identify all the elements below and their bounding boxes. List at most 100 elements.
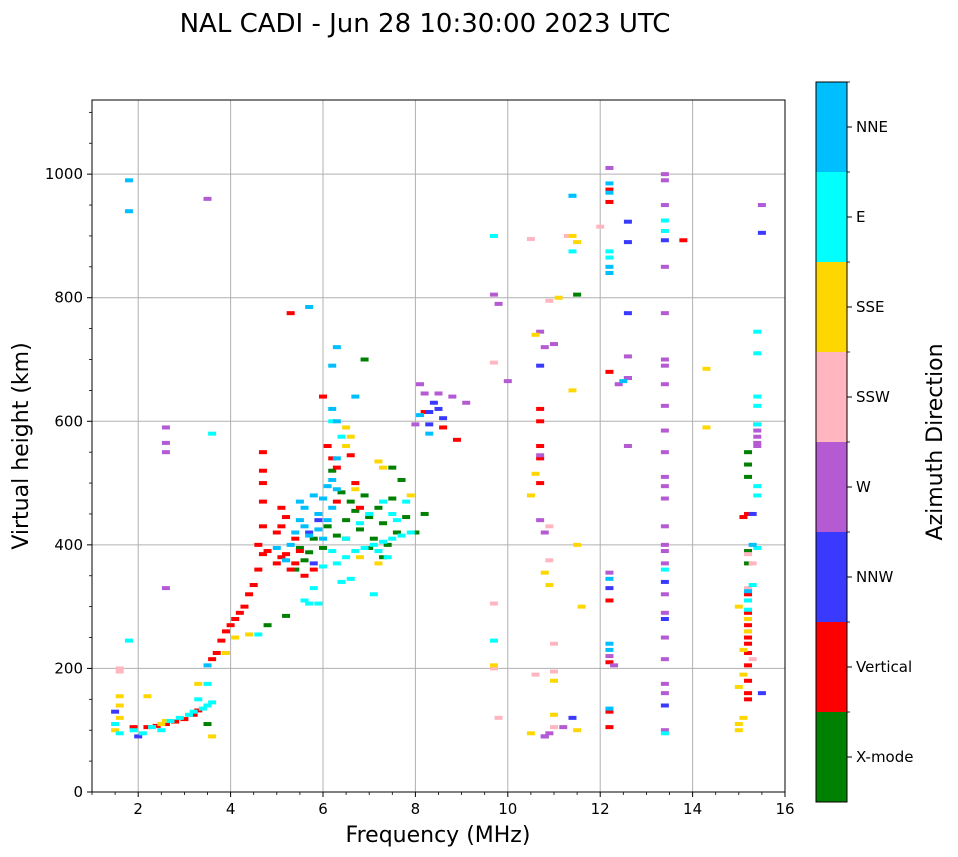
colorbar-segment — [816, 622, 847, 712]
echo-point — [462, 400, 471, 405]
grid — [92, 100, 785, 792]
echo-point — [623, 354, 632, 359]
echo-point — [744, 586, 753, 591]
echo-point — [355, 521, 364, 526]
echo-point — [346, 576, 355, 581]
echo-point — [526, 237, 535, 242]
echo-point — [439, 425, 448, 430]
echo-point — [277, 505, 286, 510]
echo-point — [369, 536, 378, 541]
echo-point — [550, 712, 558, 717]
x-axis-label: Frequency (MHz) — [346, 823, 531, 848]
echo-point — [374, 549, 383, 554]
echo-point — [744, 623, 753, 628]
echo-point — [744, 450, 753, 455]
echo-point — [753, 403, 762, 408]
echo-point — [221, 650, 230, 655]
echo-point — [660, 178, 669, 183]
echo-point — [374, 505, 383, 510]
x-tick-label: 12 — [591, 800, 610, 818]
echo-point — [623, 444, 632, 448]
echo-point — [300, 573, 309, 578]
echo-point — [744, 697, 753, 702]
echo-point — [111, 722, 120, 727]
echo-point — [365, 545, 374, 550]
echo-point — [332, 465, 341, 470]
echo-point — [198, 706, 207, 711]
echo-point — [605, 199, 614, 204]
echo-point — [369, 542, 378, 547]
echo-point — [753, 428, 762, 433]
echo-point — [332, 487, 341, 492]
echo-point — [545, 583, 554, 588]
echo-point — [221, 629, 230, 634]
echo-point — [545, 524, 554, 529]
echo-point — [346, 453, 355, 458]
echo-point — [161, 722, 170, 727]
echo-point — [166, 718, 175, 723]
echo-point — [416, 413, 425, 418]
echo-point — [328, 363, 337, 368]
echo-point — [605, 190, 614, 195]
echo-point — [536, 329, 545, 334]
echo-point — [406, 493, 415, 498]
echo-point — [208, 700, 217, 705]
colorbar-segment — [816, 262, 847, 352]
echo-point — [605, 271, 614, 275]
x-tick-label: 14 — [683, 800, 702, 818]
echo-point — [744, 462, 753, 467]
echo-point — [489, 663, 498, 668]
echo-point — [282, 613, 291, 618]
y-tick-label: 800 — [54, 289, 83, 307]
echo-point — [536, 481, 545, 486]
echo-point — [545, 731, 554, 736]
echo-point — [757, 230, 766, 235]
echo-point — [744, 691, 753, 696]
echo-point — [605, 165, 614, 170]
echo-point — [272, 545, 281, 550]
echo-point — [660, 728, 669, 733]
echo-point — [115, 669, 124, 674]
echo-point — [536, 453, 545, 458]
echo-point — [660, 524, 669, 529]
echo-point — [115, 666, 124, 671]
echo-point — [526, 493, 535, 498]
echo-point — [489, 601, 498, 606]
echo-point — [309, 567, 318, 572]
echo-point — [203, 196, 212, 201]
echo-point — [185, 712, 194, 717]
echo-point — [660, 635, 669, 640]
echo-point — [744, 663, 753, 668]
echo-point — [679, 238, 688, 243]
echo-point — [734, 728, 743, 733]
echo-point — [309, 586, 318, 591]
echo-point — [337, 490, 346, 495]
echo-point — [379, 555, 388, 560]
echo-point — [148, 725, 157, 730]
data-marks — [111, 165, 766, 739]
echo-point — [434, 391, 443, 396]
echo-point — [744, 598, 753, 603]
echo-point — [129, 725, 138, 730]
colorbar-segment — [816, 442, 847, 532]
echo-point — [203, 681, 212, 686]
x-tick-label: 10 — [498, 800, 517, 818]
echo-point — [175, 715, 184, 720]
echo-point — [161, 425, 170, 430]
series-nnw — [111, 219, 766, 739]
echo-point — [605, 706, 614, 711]
echo-point — [332, 561, 341, 566]
echo-point — [374, 459, 383, 464]
echo-point — [753, 434, 762, 439]
echo-point — [342, 518, 351, 523]
echo-point — [623, 219, 632, 224]
y-tick-label: 1000 — [45, 165, 83, 183]
echo-point — [540, 530, 549, 535]
echo-point — [563, 233, 572, 238]
echo-point — [245, 632, 254, 637]
echo-point — [272, 530, 281, 535]
echo-point — [545, 558, 554, 563]
colorbar-tick-label: SSE — [856, 298, 885, 316]
echo-point — [397, 477, 406, 482]
echo-point — [425, 410, 434, 415]
